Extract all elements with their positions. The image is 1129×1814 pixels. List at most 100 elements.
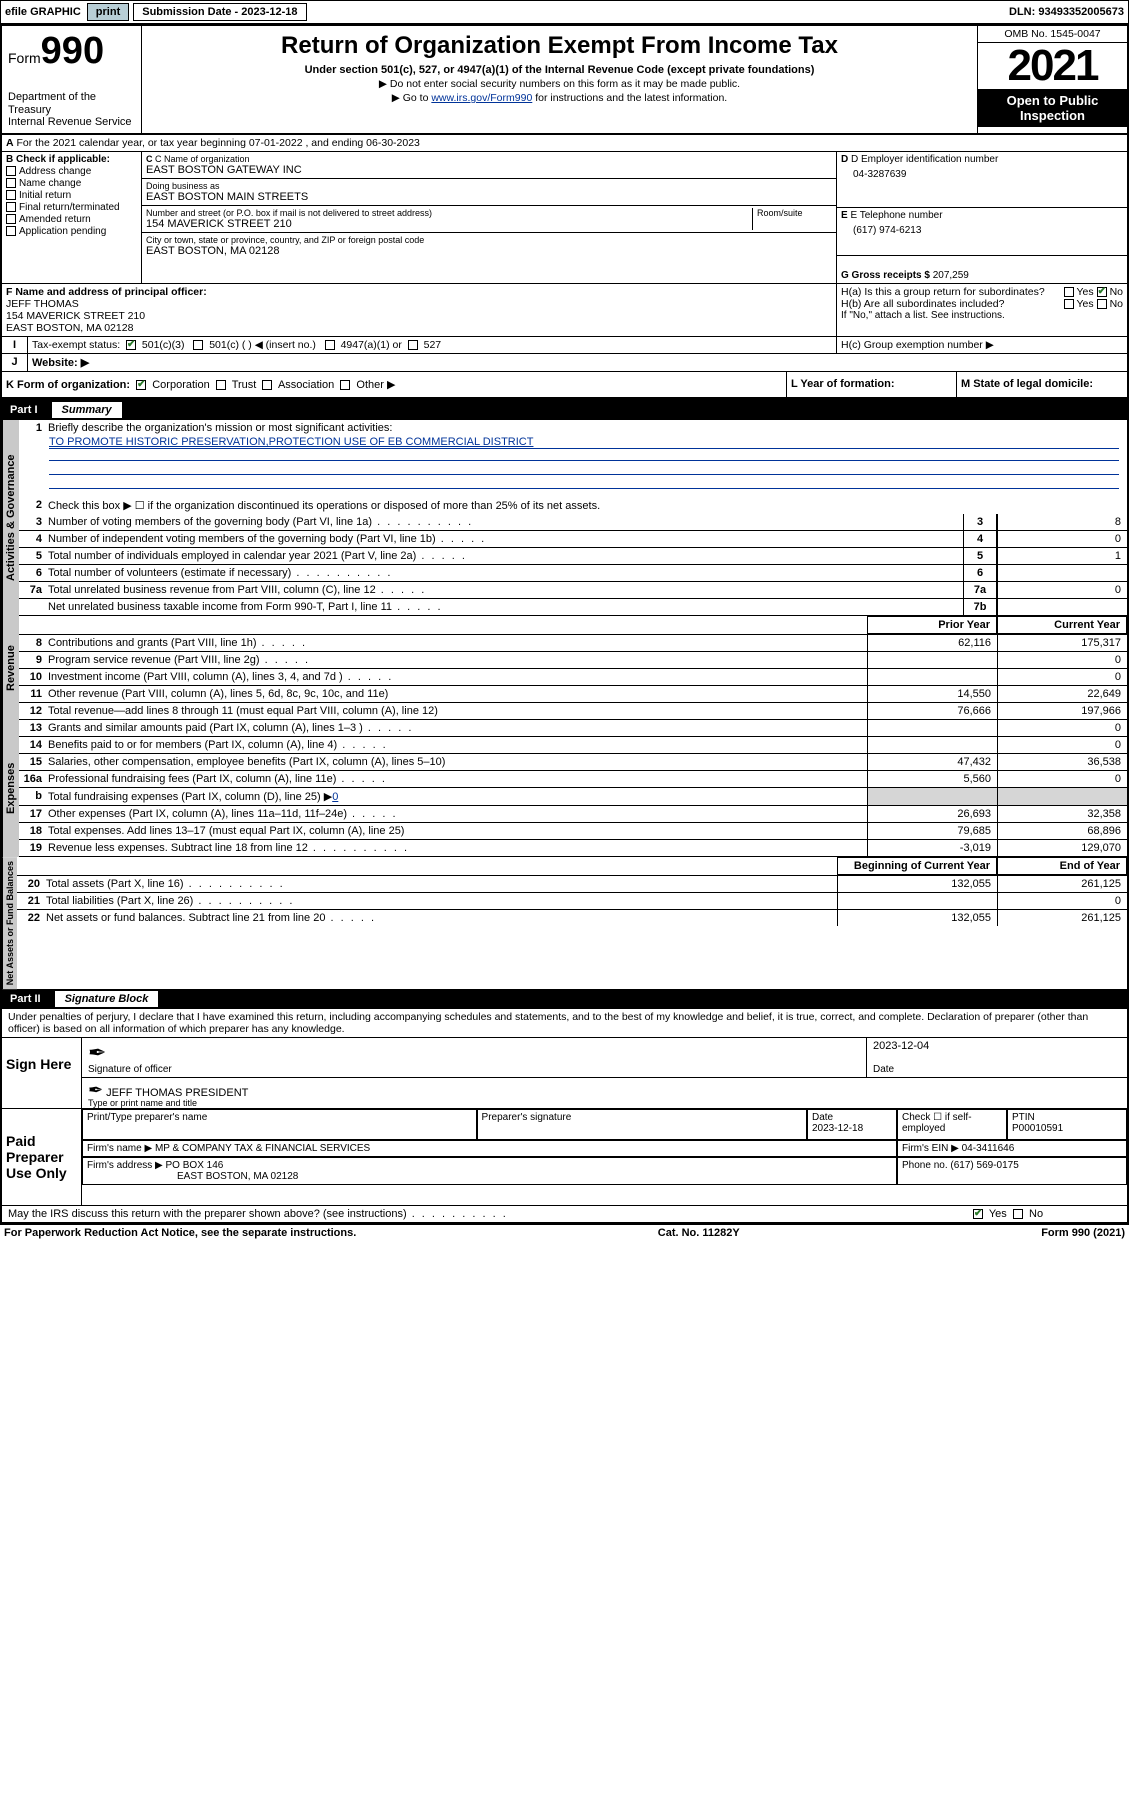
line7b-val bbox=[997, 599, 1127, 615]
check-amended[interactable]: Amended return bbox=[6, 214, 137, 225]
firm-addr-label: Firm's address ▶ bbox=[87, 1160, 163, 1171]
revenue-section: Revenue bPrior YearCurrent Year 8Contrib… bbox=[2, 616, 1127, 720]
sig-date-label: Date bbox=[867, 1062, 1127, 1078]
prior-year-hdr: Prior Year bbox=[867, 616, 997, 634]
line20-eoy: 261,125 bbox=[997, 876, 1127, 892]
section-c: C C Name of organization EAST BOSTON GAT… bbox=[142, 152, 837, 284]
line17-prior: 26,693 bbox=[867, 806, 997, 822]
subtitle-3: ▶ Go to www.irs.gov/Form990 for instruct… bbox=[150, 92, 969, 104]
l-label: L Year of formation: bbox=[791, 378, 895, 390]
subtitle-2: ▶ Do not enter social security numbers o… bbox=[150, 78, 969, 90]
part1-header: Part I Summary bbox=[2, 400, 1127, 420]
form-word: Form bbox=[8, 50, 41, 66]
line15-prior: 47,432 bbox=[867, 754, 997, 770]
goto-pre: ▶ Go to bbox=[392, 92, 432, 104]
section-a-tax-year: A For the 2021 calendar year, or tax yea… bbox=[2, 135, 1127, 152]
firm-name-label: Firm's name ▶ bbox=[87, 1143, 152, 1154]
line16a-label: Professional fundraising fees (Part IX, … bbox=[45, 771, 867, 787]
website-label: Website: ▶ bbox=[32, 357, 89, 369]
open-inspection: Open to Public Inspection bbox=[978, 89, 1127, 127]
officer-label: F Name and address of principal officer: bbox=[6, 286, 207, 298]
line10-label: Investment income (Part VIII, column (A)… bbox=[45, 669, 867, 685]
line12-prior: 76,666 bbox=[867, 703, 997, 719]
line20-boy: 132,055 bbox=[837, 876, 997, 892]
line16a-prior: 5,560 bbox=[867, 771, 997, 787]
line14-label: Benefits paid to or for members (Part IX… bbox=[45, 737, 867, 753]
prep-sig-label: Preparer's signature bbox=[482, 1112, 802, 1123]
line12-label: Total revenue—add lines 8 through 11 (mu… bbox=[45, 703, 867, 719]
line14-prior bbox=[867, 737, 997, 753]
eoy-hdr: End of Year bbox=[997, 857, 1127, 875]
line15-curr: 36,538 bbox=[997, 754, 1127, 770]
firm-ein-label: Firm's EIN ▶ bbox=[902, 1143, 959, 1154]
section-bcd-row: B Check if applicable: Address change Na… bbox=[2, 152, 1127, 284]
street-value: 154 MAVERICK STREET 210 bbox=[146, 218, 752, 230]
room-label: Room/suite bbox=[757, 208, 832, 218]
line2-label: Check this box ▶ ☐ if the organization d… bbox=[45, 497, 1127, 514]
line19-prior: -3,019 bbox=[867, 840, 997, 856]
line8-label: Contributions and grants (Part VIII, lin… bbox=[45, 635, 867, 651]
ein-label: D Employer identification number bbox=[851, 154, 998, 165]
check-initial-return[interactable]: Initial return bbox=[6, 190, 137, 201]
section-k: K Form of organization: Corporation Trus… bbox=[2, 372, 787, 398]
line20-label: Total assets (Part X, line 16) bbox=[43, 876, 837, 892]
line13-prior bbox=[867, 720, 997, 736]
submission-date: Submission Date - 2023-12-18 bbox=[133, 3, 306, 21]
line11-prior: 14,550 bbox=[867, 686, 997, 702]
line21-label: Total liabilities (Part X, line 26) bbox=[43, 893, 837, 909]
line7b-label: Net unrelated business taxable income fr… bbox=[45, 599, 963, 615]
footer-left: For Paperwork Reduction Act Notice, see … bbox=[4, 1227, 356, 1239]
line4-label: Number of independent voting members of … bbox=[45, 531, 963, 547]
line9-curr: 0 bbox=[997, 652, 1127, 668]
officer-name: JEFF THOMAS bbox=[6, 298, 832, 310]
line3-label: Number of voting members of the governin… bbox=[45, 514, 963, 530]
form-990: Form990 Department of the Treasury Inter… bbox=[0, 24, 1129, 1225]
section-h: H(a) Is this a group return for subordin… bbox=[837, 284, 1127, 337]
goto-post: for instructions and the latest informat… bbox=[532, 92, 727, 104]
line5-label: Total number of individuals employed in … bbox=[45, 548, 963, 564]
line9-label: Program service revenue (Part VIII, line… bbox=[45, 652, 867, 668]
vert-netassets: Net Assets or Fund Balances bbox=[2, 857, 17, 989]
line4-val: 0 bbox=[997, 531, 1127, 547]
line18-curr: 68,896 bbox=[997, 823, 1127, 839]
gross-label: G Gross receipts $ bbox=[841, 270, 930, 281]
ptin-value: P00010591 bbox=[1012, 1123, 1122, 1134]
street-label: Number and street (or P.O. box if mail i… bbox=[146, 208, 752, 218]
hb-note: If "No," attach a list. See instructions… bbox=[841, 310, 1123, 321]
dba-label: Doing business as bbox=[146, 181, 832, 191]
check-final-return[interactable]: Final return/terminated bbox=[6, 202, 137, 213]
line21-boy bbox=[837, 893, 997, 909]
top-bar: efile GRAPHIC print Submission Date - 20… bbox=[0, 0, 1129, 24]
paid-preparer-label: Paid Preparer Use Only bbox=[2, 1109, 82, 1205]
line6-label: Total number of volunteers (estimate if … bbox=[45, 565, 963, 581]
hb-label: H(b) Are all subordinates included? bbox=[841, 298, 1004, 310]
line9-prior bbox=[867, 652, 997, 668]
hc-label: H(c) Group exemption number ▶ bbox=[837, 337, 1127, 354]
line7a-label: Total unrelated business revenue from Pa… bbox=[45, 582, 963, 598]
b-header: B Check if applicable: bbox=[6, 154, 110, 165]
sig-officer-label: Signature of officer bbox=[82, 1062, 866, 1078]
line16a-curr: 0 bbox=[997, 771, 1127, 787]
line14-curr: 0 bbox=[997, 737, 1127, 753]
section-i-row: I Tax-exempt status: 501(c)(3) 501(c) ( … bbox=[2, 337, 1127, 354]
line22-label: Net assets or fund balances. Subtract li… bbox=[43, 910, 837, 926]
activities-governance-section: Activities & Governance 1Briefly describ… bbox=[2, 420, 1127, 616]
irs-link[interactable]: www.irs.gov/Form990 bbox=[431, 92, 532, 104]
tax-year-text: For the 2021 calendar year, or tax year … bbox=[17, 137, 420, 149]
mission-text: TO PROMOTE HISTORIC PRESERVATION,PROTECT… bbox=[49, 436, 1119, 449]
line3-val: 8 bbox=[997, 514, 1127, 530]
org-name: EAST BOSTON GATEWAY INC bbox=[146, 164, 832, 176]
form-number: Form990 bbox=[8, 30, 135, 73]
vert-expenses: Expenses bbox=[2, 720, 19, 857]
prep-check: Check ☐ if self-employed bbox=[897, 1109, 1007, 1140]
line8-prior: 62,116 bbox=[867, 635, 997, 651]
sign-here-label: Sign Here bbox=[2, 1038, 82, 1108]
print-button[interactable]: print bbox=[87, 3, 129, 21]
check-pending[interactable]: Application pending bbox=[6, 226, 137, 237]
line11-label: Other revenue (Part VIII, column (A), li… bbox=[45, 686, 867, 702]
check-address-change[interactable]: Address change bbox=[6, 166, 137, 177]
line15-label: Salaries, other compensation, employee b… bbox=[45, 754, 867, 770]
check-name-change[interactable]: Name change bbox=[6, 178, 137, 189]
subtitle-1: Under section 501(c), 527, or 4947(a)(1)… bbox=[150, 64, 969, 76]
prep-date: 2023-12-18 bbox=[812, 1123, 892, 1134]
